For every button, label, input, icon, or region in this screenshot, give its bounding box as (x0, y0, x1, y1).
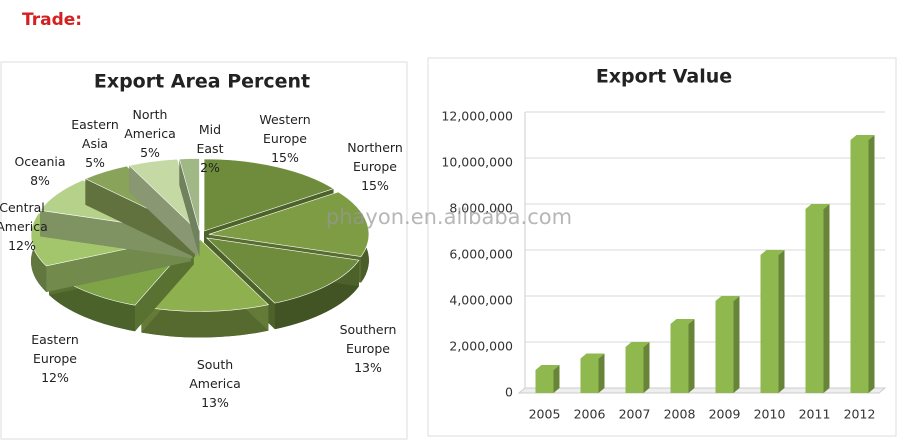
bar-side (868, 135, 875, 393)
bar-side (823, 204, 830, 393)
pie-label: South America 13% (175, 355, 255, 412)
bar-top (760, 250, 785, 255)
slice-side (141, 304, 269, 338)
slice-top (208, 191, 370, 257)
value-label: 12% (8, 238, 36, 253)
pie-label: Eastern Europe 12% (15, 330, 95, 387)
y-tick-label: 12,000,000 (441, 109, 513, 124)
slice-side (274, 260, 359, 330)
bar (760, 250, 785, 393)
y-tick-label: 6,000,000 (449, 247, 513, 262)
bar-front (715, 301, 734, 393)
y-tick-label: 0 (505, 385, 513, 400)
pie-slice (205, 237, 360, 330)
bar-top (850, 135, 875, 140)
bar-title: Export Value (596, 66, 732, 88)
heading: Trade: (22, 10, 82, 30)
bar-top (535, 365, 560, 370)
bar-top (715, 296, 740, 301)
bar-front (535, 370, 554, 393)
x-tick-label: 2006 (574, 407, 606, 422)
pie-label: Western Europe 15% (245, 110, 325, 167)
bar-side (553, 365, 560, 393)
slice-top (203, 158, 335, 232)
slice-wall (85, 166, 195, 258)
bar-side (688, 319, 695, 393)
pie-slice (140, 239, 270, 338)
pie-label: Southern Europe 13% (328, 320, 408, 377)
category-label: Eastern Asia (71, 117, 119, 151)
bar (850, 135, 875, 393)
x-tick-label: 2011 (799, 407, 831, 422)
y-tick-label: 4,000,000 (449, 293, 513, 308)
value-label: 15% (361, 178, 389, 193)
category-label: Southern Europe (339, 322, 397, 356)
bar (715, 296, 740, 393)
bar-top (670, 319, 695, 324)
bar (625, 342, 650, 393)
x-tick-label: 2008 (664, 407, 696, 422)
slice-top (178, 158, 200, 231)
category-label: Mid East (196, 122, 224, 156)
bar-top (625, 342, 650, 347)
pie-title: Export Area Percent (94, 71, 310, 93)
bar (580, 353, 605, 393)
bar-front (850, 140, 869, 393)
slice-wall (179, 158, 200, 257)
bar (535, 365, 560, 393)
pie-label: Oceania 8% (0, 152, 80, 190)
bar-side (643, 342, 650, 393)
bar-side (598, 353, 605, 393)
category-label: Eastern Europe (31, 332, 79, 366)
value-label: 5% (85, 155, 105, 170)
pie-label: Mid East 2% (170, 120, 250, 177)
pie-label: North America 5% (110, 105, 190, 162)
value-label: 5% (140, 145, 160, 160)
bar-top (805, 204, 830, 209)
pie-slice (178, 158, 200, 257)
x-tick-label: 2009 (709, 407, 741, 422)
category-label: Oceania (14, 154, 66, 169)
pie-label: Central America 12% (0, 198, 62, 255)
bar (805, 204, 830, 393)
value-label: 8% (30, 173, 50, 188)
floor (517, 387, 887, 394)
y-tick-label: 2,000,000 (449, 339, 513, 354)
bar-front (805, 209, 824, 393)
bar (670, 319, 695, 393)
bar-side (778, 250, 785, 393)
bar-side (733, 296, 740, 393)
bar-front (625, 347, 644, 393)
category-label: Central America (0, 200, 48, 234)
left-panel (0, 61, 408, 440)
category-label: Northern Europe (347, 140, 403, 174)
category-label: South America (189, 357, 241, 391)
value-label: 13% (201, 395, 229, 410)
y-tick-label: 10,000,000 (441, 155, 513, 170)
value-label: 2% (200, 160, 220, 175)
bar-top (580, 353, 605, 359)
x-tick-label: 2005 (529, 407, 561, 422)
bar-front (580, 358, 599, 393)
bar-front (760, 255, 779, 393)
y-tick-label: 8,000,000 (449, 201, 513, 216)
bar-front (670, 324, 689, 393)
x-tick-label: 2010 (754, 407, 786, 422)
category-label: Western Europe (259, 112, 311, 146)
slice-top (205, 237, 360, 304)
value-label: 12% (41, 370, 69, 385)
chart-layer: 0 2,000,000 4,000,000 6,000,000 8,000,000 10,… (30, 109, 887, 422)
value-label: 13% (354, 360, 382, 375)
x-tick-label: 2012 (844, 407, 876, 422)
x-tick-label: 2007 (619, 407, 651, 422)
pie-label: Eastern Asia 5% (55, 115, 135, 172)
right-panel (427, 57, 897, 437)
value-label: 15% (271, 150, 299, 165)
category-label: North America (124, 107, 176, 141)
watermark: phayon.en.alibaba.com (326, 205, 572, 229)
pie-label: Northern Europe 15% (335, 138, 415, 195)
